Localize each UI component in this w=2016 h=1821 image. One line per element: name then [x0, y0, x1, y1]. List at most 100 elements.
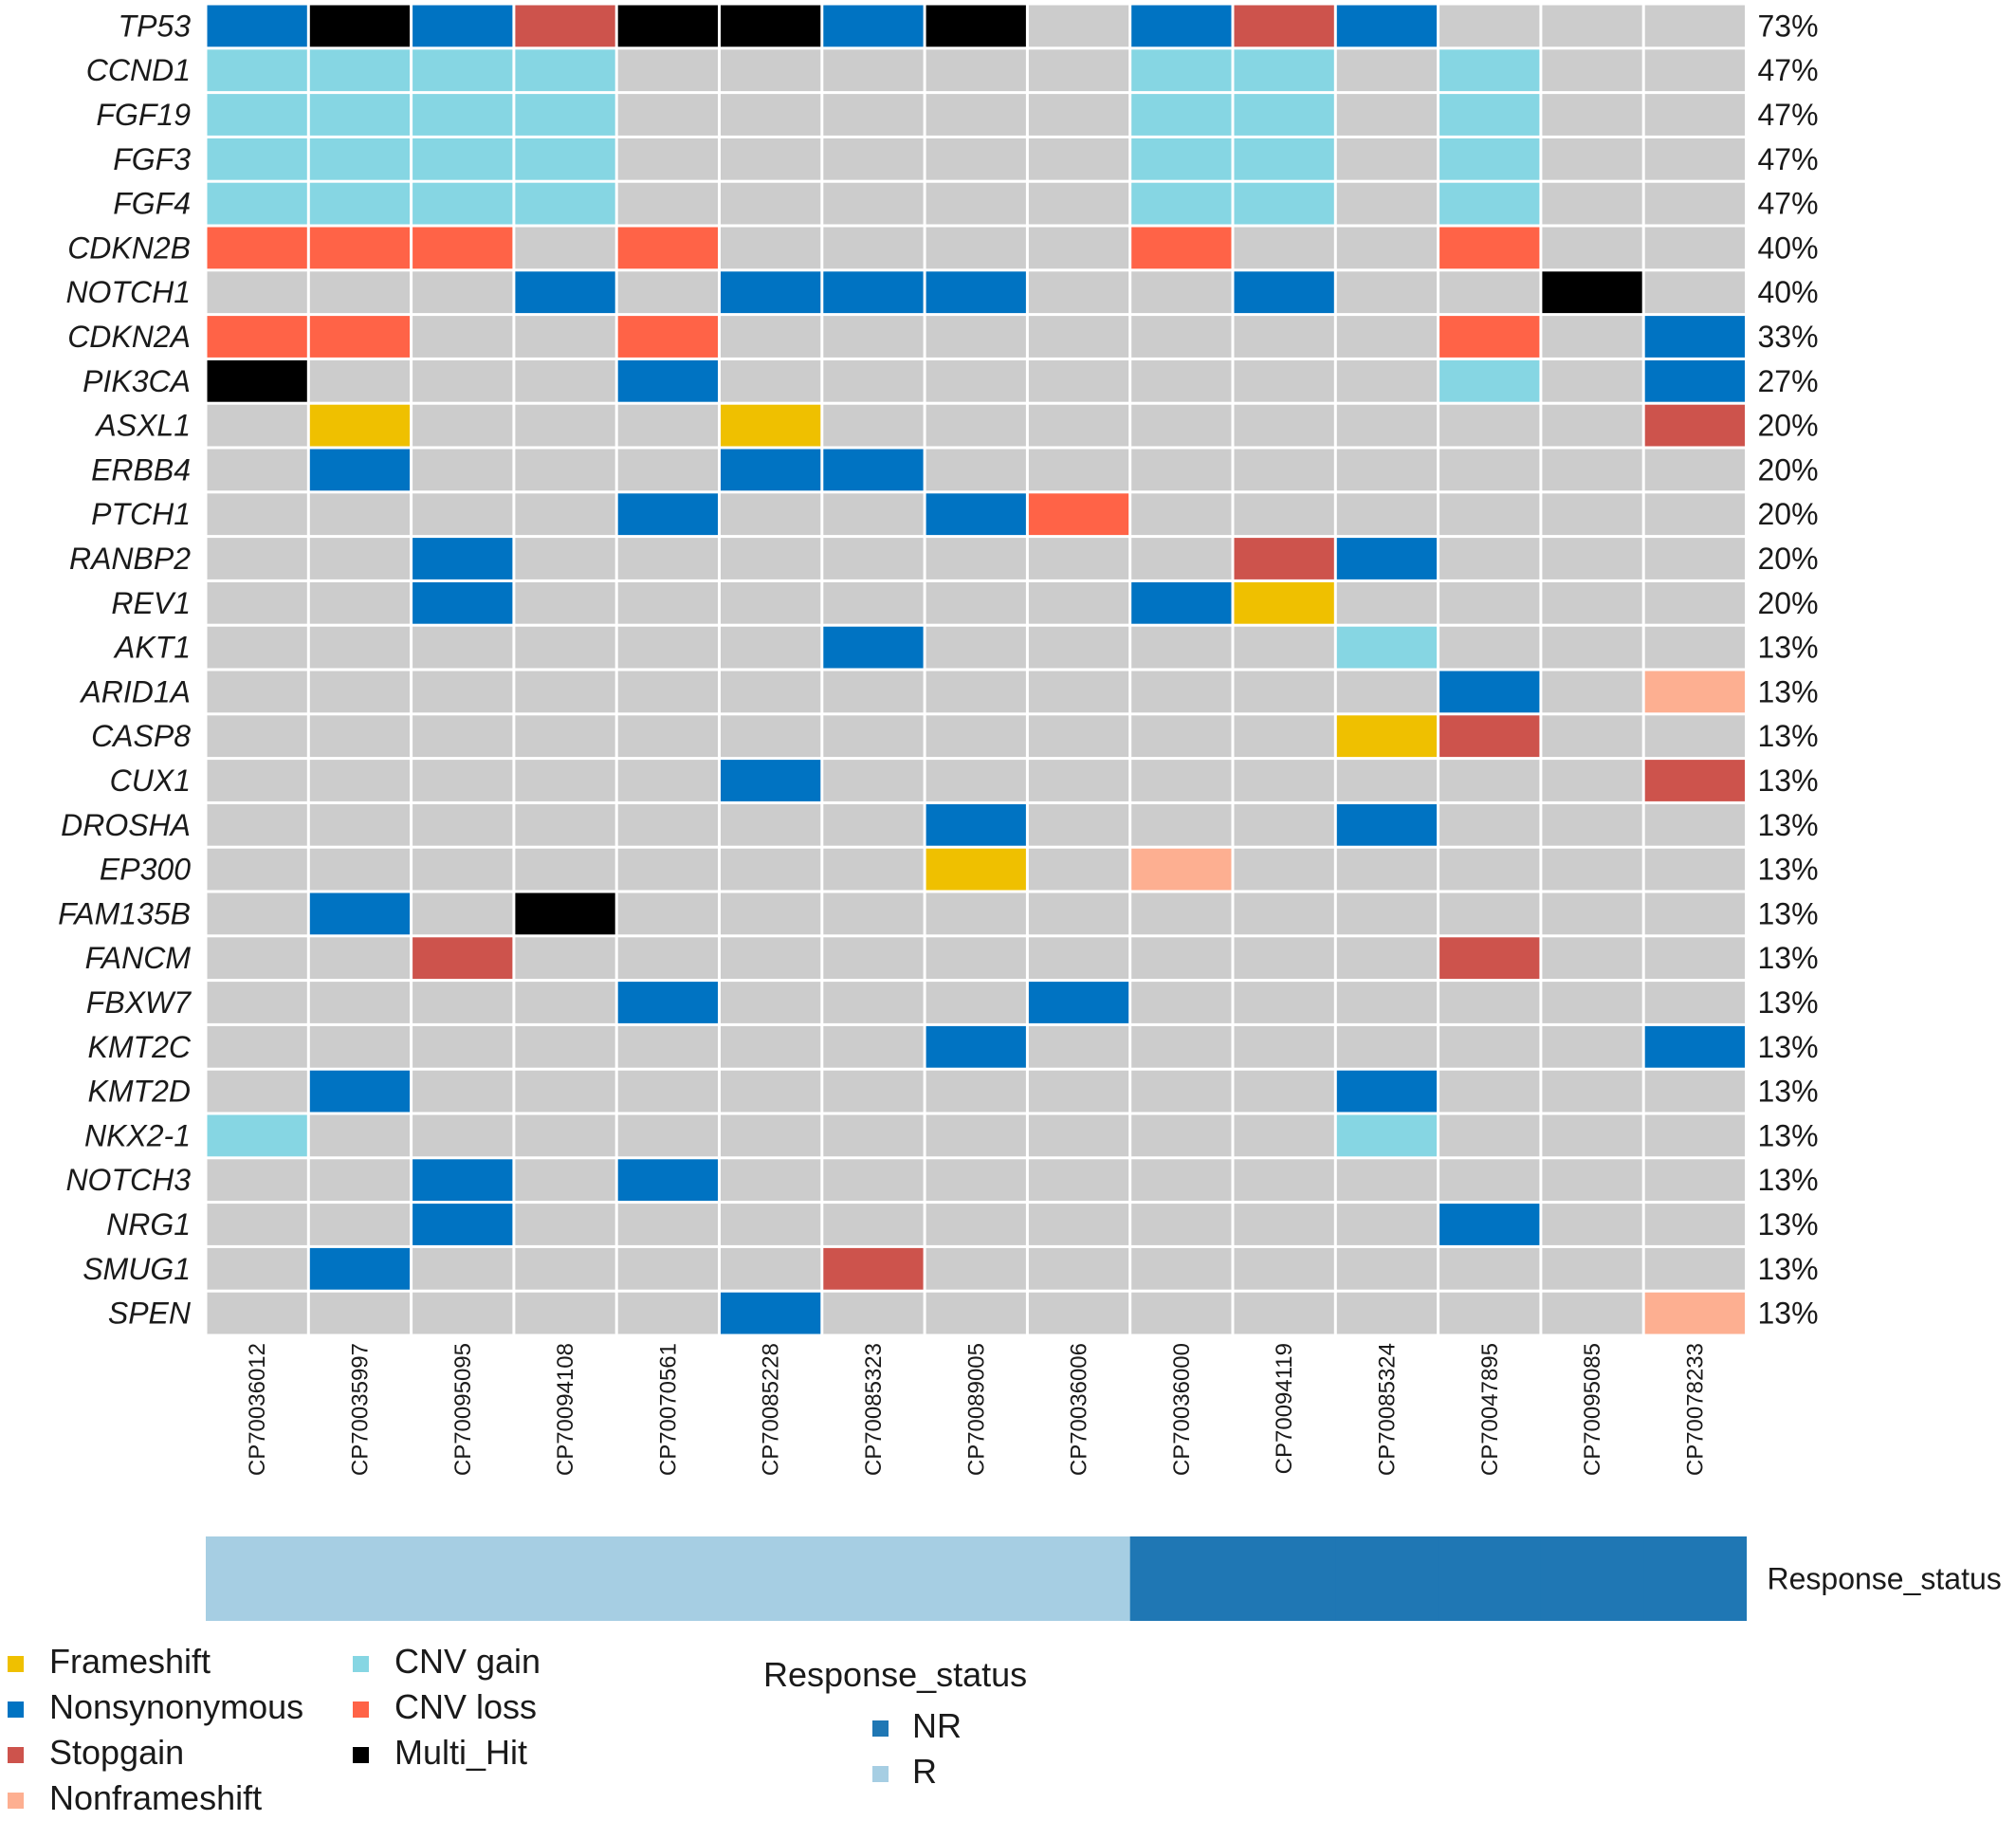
- cell-ptch1-cp70095095-none: [412, 493, 513, 536]
- cell-rev1-cp70094108-none: [515, 581, 615, 624]
- cell-smug1-cp70095095-none: [412, 1247, 513, 1290]
- cell-asxl1-cp70095095-none: [412, 404, 513, 447]
- cell-rev1-cp70085324-none: [1336, 581, 1438, 624]
- cell-fgf19-cp70095085-none: [1542, 94, 1642, 136]
- cell-fam135b-cp70095085-none: [1542, 892, 1642, 935]
- cell-arid1a-cp70036000-none: [1131, 671, 1232, 713]
- legend-swatch-cnv-gain: [353, 1656, 369, 1672]
- cell-rev1-cp70089005-none: [926, 581, 1026, 624]
- cell-cdkn2b-cp70094108-none: [515, 227, 615, 269]
- cell-kmt2c-cp70085228-none: [721, 1025, 821, 1068]
- cell-kmt2d-cp70036006-none: [1028, 1070, 1129, 1113]
- cell-erbb4-cp70036012-none: [207, 449, 307, 491]
- annotation-cell-cp70085228-r: [719, 1536, 823, 1621]
- cell-notch3-cp70094119-none: [1234, 1159, 1334, 1202]
- cell-ccnd1-cp70036000-cnv-gain: [1131, 49, 1232, 92]
- cell-kmt2d-cp70085228-none: [721, 1070, 821, 1113]
- sample-labels: CP70036012 CP70035997 CP70095095 CP70094108…: [245, 1343, 1708, 1476]
- cell-fgf4-cp70085228-none: [721, 182, 821, 225]
- cell-kmt2d-cp70036012-none: [207, 1070, 307, 1113]
- mutation-grid: [207, 5, 1745, 1334]
- sample-label-cp70036006: CP70036006: [1067, 1343, 1092, 1476]
- percentage-kmt2c: 13%: [1758, 1030, 1819, 1064]
- cell-akt1-cp70078233-none: [1644, 626, 1745, 669]
- cell-nrg1-cp70036000-none: [1131, 1204, 1232, 1245]
- cell-drosha-cp70047895-none: [1439, 803, 1540, 846]
- cell-ptch1-cp70085323-none: [823, 493, 924, 536]
- cell-cdkn2b-cp70036000-cnv-loss: [1131, 227, 1232, 269]
- cell-notch1-cp70036012-none: [207, 271, 307, 314]
- cell-nrg1-cp70036006-none: [1028, 1204, 1129, 1245]
- cell-cdkn2a-cp70078233-nonsynonymous: [1644, 316, 1745, 358]
- cell-pik3ca-cp70070561-nonsynonymous: [617, 359, 718, 402]
- percentage-cdkn2b: 40%: [1758, 230, 1819, 265]
- cell-cux1-cp70089005-none: [926, 760, 1026, 801]
- cell-fbxw7-cp70036006-nonsynonymous: [1028, 982, 1129, 1023]
- response-status-annotation: Response_status: [206, 1536, 2002, 1621]
- cell-fgf3-cp70036012-cnv-gain: [207, 138, 307, 180]
- cell-cdkn2b-cp70095085-none: [1542, 227, 1642, 269]
- cell-spen-cp70089005-none: [926, 1292, 1026, 1334]
- cell-casp8-cp70047895-stopgain: [1439, 715, 1540, 758]
- cell-cdkn2b-cp70089005-none: [926, 227, 1026, 269]
- gene-label-notch1: NOTCH1: [65, 275, 191, 309]
- cell-kmt2c-cp70036012-none: [207, 1025, 307, 1068]
- cell-cux1-cp70036012-none: [207, 760, 307, 801]
- cell-casp8-cp70035997-none: [309, 715, 411, 758]
- cell-fbxw7-cp70085324-none: [1336, 982, 1438, 1023]
- response-legend-swatch-r: [872, 1766, 889, 1782]
- cell-fancm-cp70078233-none: [1644, 937, 1745, 980]
- cell-ptch1-cp70095085-none: [1542, 493, 1642, 536]
- cell-akt1-cp70085323-nonsynonymous: [823, 626, 924, 669]
- cell-fbxw7-cp70095085-none: [1542, 982, 1642, 1023]
- cell-kmt2c-cp70095095-none: [412, 1025, 513, 1068]
- cell-cux1-cp70047895-none: [1439, 760, 1540, 801]
- cell-fancm-cp70036012-none: [207, 937, 307, 980]
- gene-label-casp8: CASP8: [91, 719, 191, 753]
- cell-cdkn2a-cp70094119-none: [1234, 316, 1334, 358]
- cell-fam135b-cp70095095-none: [412, 892, 513, 935]
- cell-rev1-cp70070561-none: [617, 581, 718, 624]
- cell-fbxw7-cp70089005-none: [926, 982, 1026, 1023]
- cell-fgf19-cp70095095-cnv-gain: [412, 94, 513, 136]
- cell-spen-cp70094119-none: [1234, 1292, 1334, 1334]
- cell-fgf3-cp70047895-cnv-gain: [1439, 138, 1540, 180]
- cell-smug1-cp70085228-none: [721, 1247, 821, 1290]
- percentage-smug1: 13%: [1758, 1252, 1819, 1286]
- cell-nkx2-1-cp70078233-none: [1644, 1114, 1745, 1157]
- cell-ep300-cp70094119-none: [1234, 848, 1334, 891]
- cell-kmt2c-cp70094119-none: [1234, 1025, 1334, 1068]
- cell-ep300-cp70070561-none: [617, 848, 718, 891]
- cell-cux1-cp70094108-none: [515, 760, 615, 801]
- cell-rev1-cp70036000-nonsynonymous: [1131, 581, 1232, 624]
- cell-notch1-cp70095095-none: [412, 271, 513, 314]
- cell-nrg1-cp70085228-none: [721, 1204, 821, 1245]
- cell-notch1-cp70085323-nonsynonymous: [823, 271, 924, 314]
- percentage-notch1: 40%: [1758, 275, 1819, 309]
- cell-tp53-cp70085323-nonsynonymous: [823, 5, 924, 47]
- cell-ccnd1-cp70070561-none: [617, 49, 718, 92]
- percentage-arid1a: 13%: [1758, 674, 1819, 708]
- cell-nrg1-cp70094108-none: [515, 1204, 615, 1245]
- cell-casp8-cp70036000-none: [1131, 715, 1232, 758]
- cell-nrg1-cp70095085-none: [1542, 1204, 1642, 1245]
- cell-cdkn2b-cp70094119-none: [1234, 227, 1334, 269]
- percentage-drosha: 13%: [1758, 808, 1819, 842]
- cell-fancm-cp70036000-none: [1131, 937, 1232, 980]
- cell-fancm-cp70036006-none: [1028, 937, 1129, 980]
- cell-arid1a-cp70070561-none: [617, 671, 718, 713]
- cell-spen-cp70085228-nonsynonymous: [721, 1292, 821, 1334]
- gene-label-cdkn2a: CDKN2A: [67, 320, 191, 354]
- gene-label-ranbp2: RANBP2: [69, 542, 191, 576]
- cell-fancm-cp70089005-none: [926, 937, 1026, 980]
- cell-cdkn2b-cp70085228-none: [721, 227, 821, 269]
- cell-ccnd1-cp70095085-none: [1542, 49, 1642, 92]
- cell-ptch1-cp70070561-nonsynonymous: [617, 493, 718, 536]
- cell-notch1-cp70095085-multi-hit: [1542, 271, 1642, 314]
- cell-notch3-cp70085323-none: [823, 1159, 924, 1202]
- cell-fam135b-cp70078233-none: [1644, 892, 1745, 935]
- cell-smug1-cp70036012-none: [207, 1247, 307, 1290]
- cell-drosha-cp70078233-none: [1644, 803, 1745, 846]
- cell-rev1-cp70078233-none: [1644, 581, 1745, 624]
